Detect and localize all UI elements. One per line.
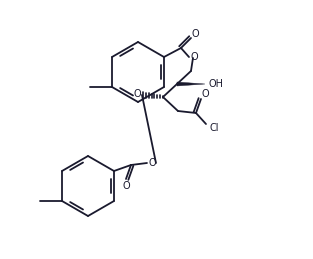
Text: O: O bbox=[190, 52, 198, 62]
Text: Cl: Cl bbox=[209, 123, 219, 133]
Polygon shape bbox=[177, 82, 205, 86]
Text: O: O bbox=[148, 158, 156, 168]
Text: O: O bbox=[191, 29, 199, 39]
Text: O: O bbox=[201, 89, 209, 99]
Text: O: O bbox=[122, 181, 130, 191]
Text: OH: OH bbox=[208, 79, 223, 89]
Text: O: O bbox=[133, 89, 141, 99]
